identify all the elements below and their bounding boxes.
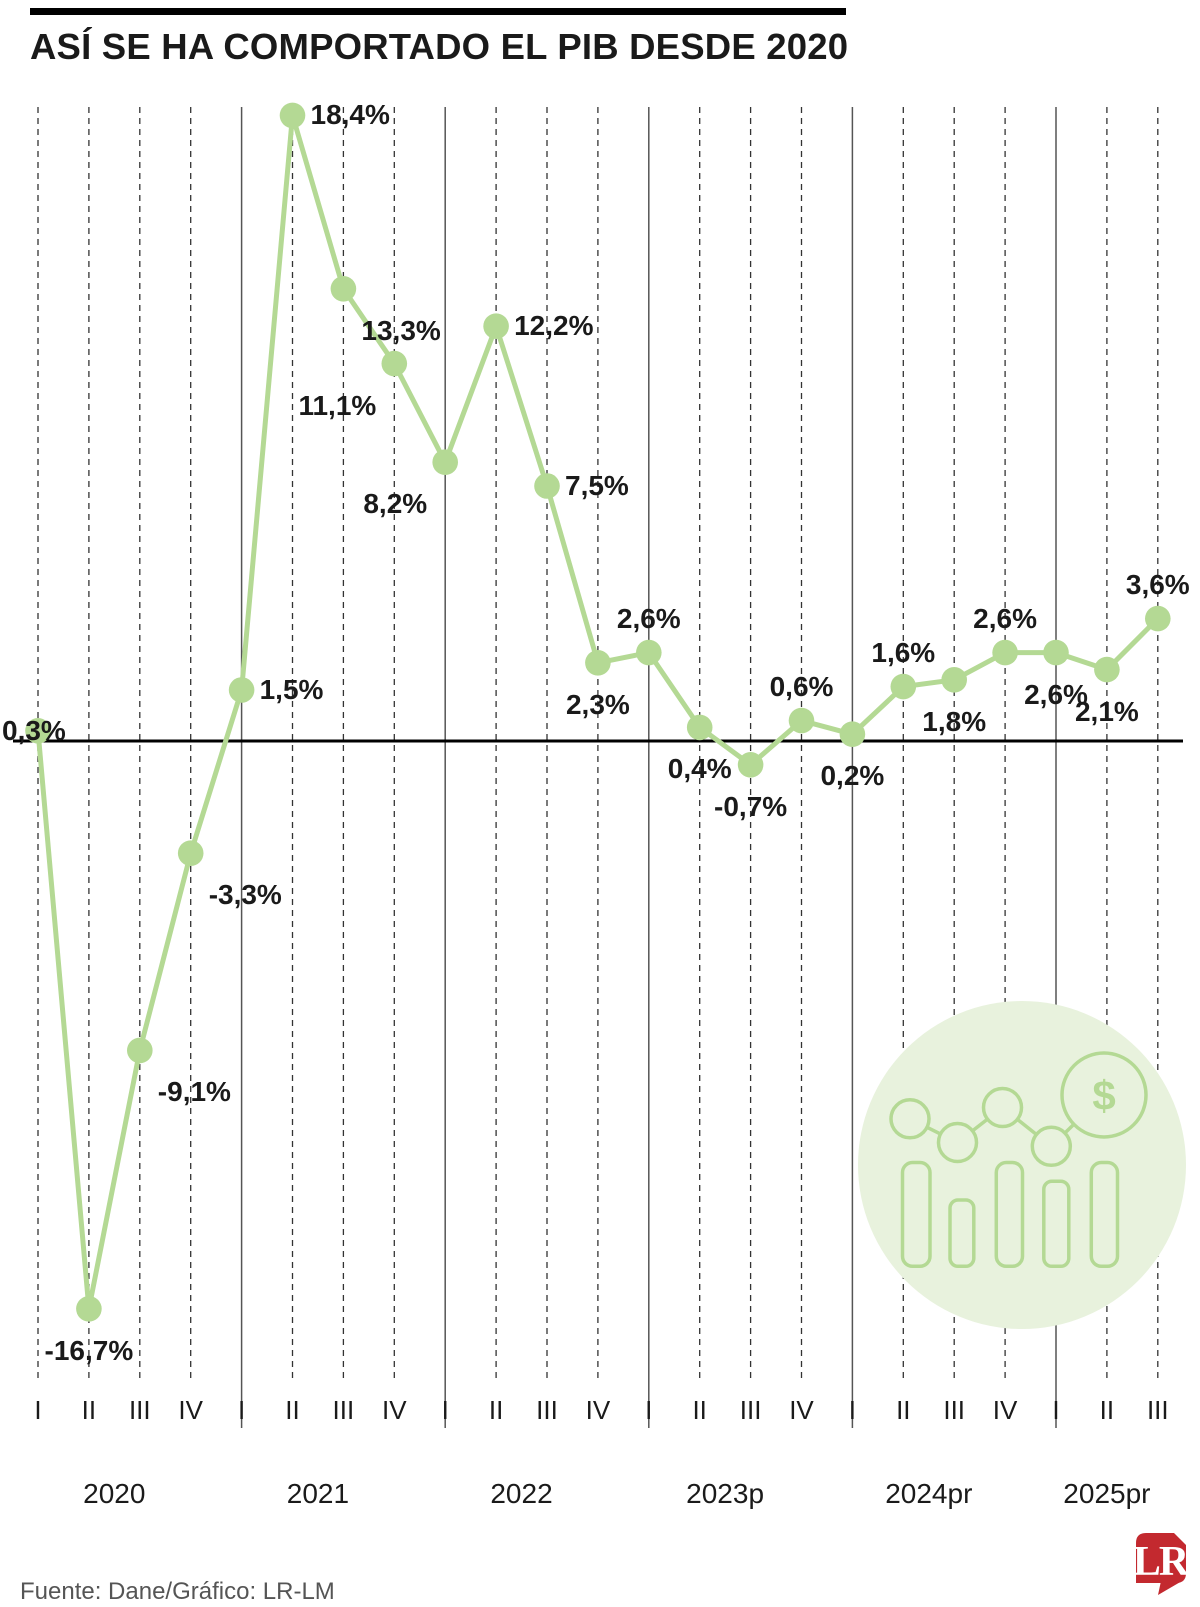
svg-text:LR: LR <box>1133 1539 1190 1585</box>
